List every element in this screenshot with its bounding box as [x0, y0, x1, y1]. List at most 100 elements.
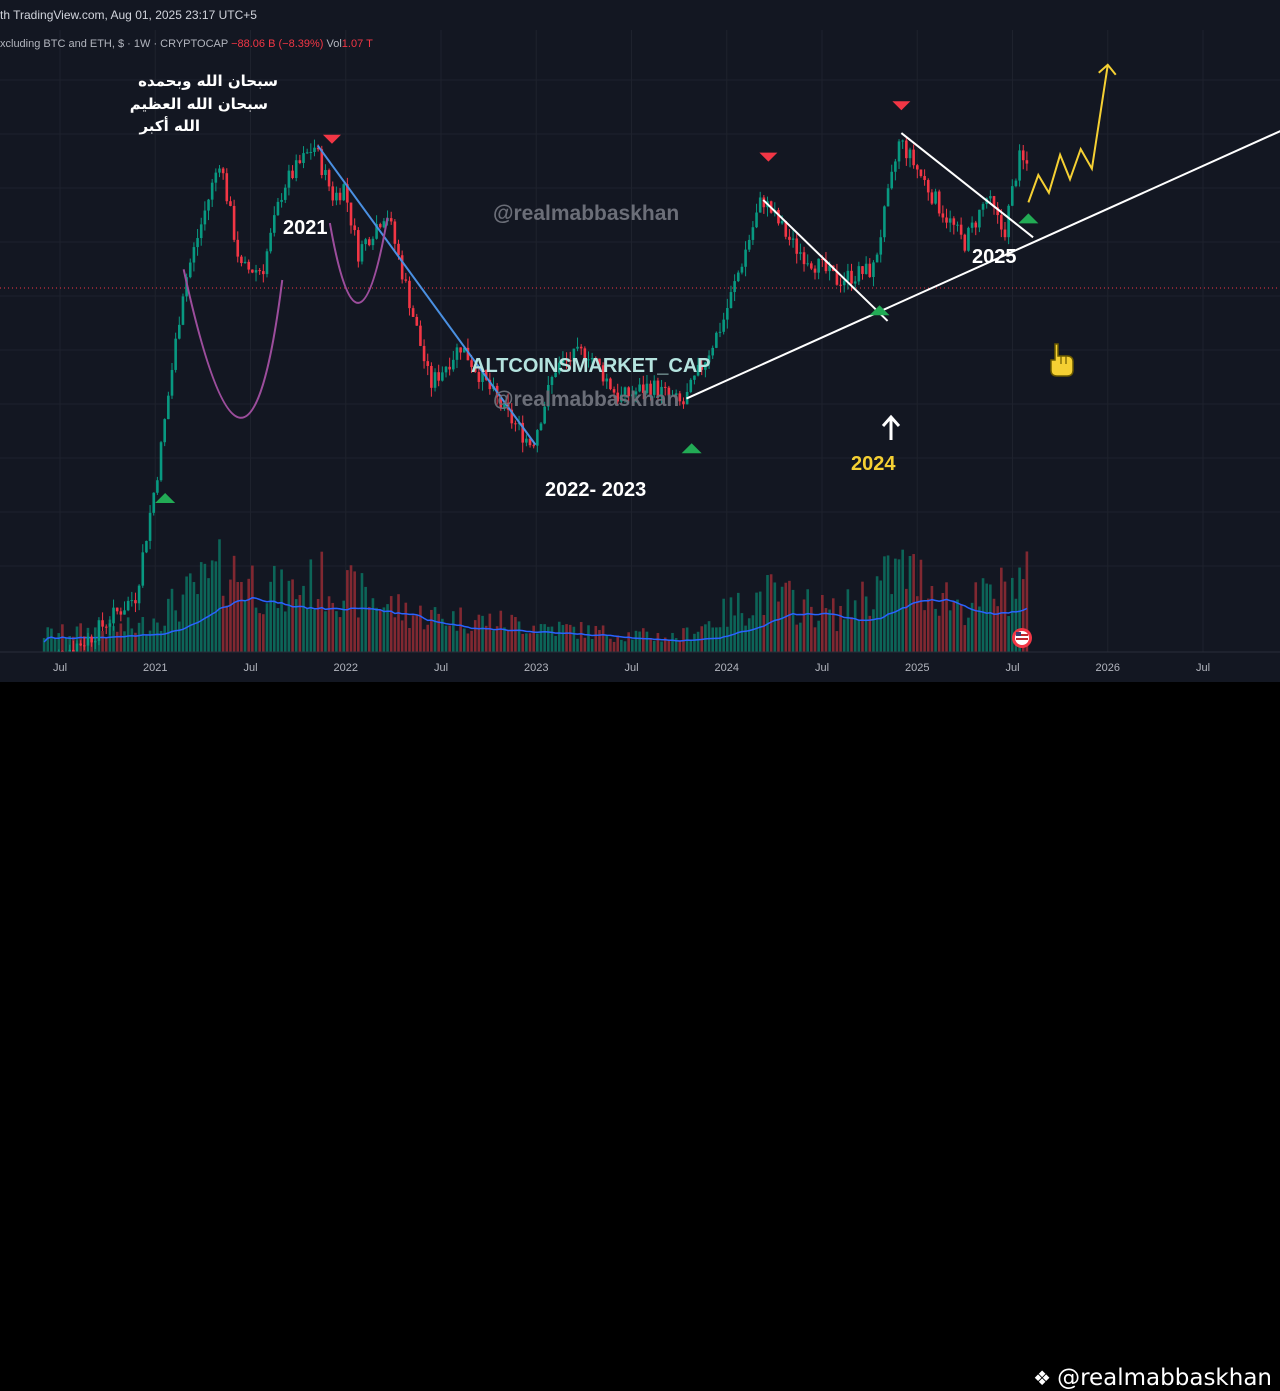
candle-body: [108, 623, 112, 627]
candle-body: [824, 259, 828, 272]
volume-bar: [61, 624, 64, 652]
volume-bar: [1003, 581, 1007, 652]
candle-body: [126, 600, 130, 611]
candle-body: [941, 213, 945, 218]
chart-header-title: th TradingView.com, Aug 01, 2025 23:17 U…: [0, 8, 257, 22]
volume-bar: [342, 600, 346, 652]
candle-body: [528, 438, 532, 446]
volume-bar: [477, 614, 481, 652]
candle-body: [963, 234, 967, 251]
candle-body: [210, 182, 214, 200]
candle-body: [251, 269, 254, 273]
volume-bar: [842, 619, 846, 652]
volume-bar: [744, 625, 747, 652]
label-2022-2023: 2022- 2023: [545, 479, 646, 501]
altcoin-title-label: ALTCOINSMARKET_CAP: [471, 355, 711, 377]
volume-bar: [488, 613, 492, 652]
candle-body: [649, 383, 652, 395]
volume-bar: [276, 608, 280, 652]
down-marker-icon: [892, 101, 911, 111]
candle-body: [455, 347, 459, 360]
candle-body: [901, 140, 904, 142]
arabic-text-line-1: سبحان الله وبحمده: [138, 72, 278, 90]
candle-body: [835, 271, 839, 285]
candle-body: [148, 512, 152, 541]
symbol-legend: xcluding BTC and ETH, $ · 1W · CRYPTOCAP…: [0, 38, 373, 50]
volume-bar: [309, 559, 313, 652]
candle-body: [389, 218, 393, 222]
candle-body: [1018, 150, 1021, 181]
time-axis-label: Jul: [1196, 662, 1210, 674]
candle-body: [729, 292, 733, 309]
candle-body: [178, 324, 181, 339]
candle-body: [996, 207, 999, 216]
candle-body: [784, 221, 788, 237]
volume-bar: [364, 586, 367, 652]
volume-bar: [605, 635, 609, 652]
volume-bar: [466, 633, 470, 652]
cup-curve-1: [182, 269, 284, 419]
candle-body: [799, 252, 802, 254]
candle-body: [758, 197, 762, 213]
candle-body: [473, 367, 477, 373]
candle-body: [349, 202, 353, 226]
candle-body: [557, 362, 561, 373]
volume-bar: [104, 637, 108, 652]
candle-body: [214, 172, 218, 183]
candle-body: [536, 430, 539, 446]
candle-body: [415, 316, 419, 326]
volume-bar: [492, 630, 495, 652]
time-axis-label: Jul: [434, 662, 448, 674]
candle-body: [1010, 186, 1014, 206]
volume-bar: [188, 573, 192, 652]
volume-bar: [357, 617, 360, 652]
candle-body: [992, 196, 996, 208]
down-marker-icon: [759, 152, 778, 162]
candle-body: [525, 438, 528, 443]
candle-body: [912, 149, 915, 166]
volume-bar: [579, 622, 583, 652]
candle-body: [371, 238, 375, 246]
volume-bar: [638, 631, 641, 652]
candle-body: [181, 296, 185, 325]
candle-body: [97, 620, 101, 641]
volume-label: Vol: [326, 38, 342, 50]
candle-body: [605, 378, 609, 382]
volume-bar: [758, 591, 762, 652]
candle-body: [156, 480, 159, 493]
candle-body: [470, 360, 473, 368]
candle-body: [331, 186, 335, 201]
candle-body: [813, 268, 817, 273]
volume-bar: [678, 641, 682, 652]
volume-bar: [711, 627, 715, 652]
candle-body: [1007, 205, 1010, 238]
volume-bar: [561, 625, 565, 652]
volume-bar: [963, 625, 967, 652]
candle-body: [101, 620, 104, 627]
candle-body: [411, 308, 415, 317]
candle-body: [967, 227, 970, 251]
candle-body: [532, 445, 535, 447]
candle-body: [327, 170, 331, 187]
chart-area[interactable]: Jul 2021 Jul 2022 Jul 2023 Jul 2024 Jul 2025 Jul 20…: [0, 30, 1280, 682]
trendline-support: [686, 130, 1280, 400]
candle-body: [934, 191, 937, 204]
volume-bar: [751, 615, 755, 652]
volume-bar: [1018, 567, 1021, 652]
volume-bar: [981, 578, 985, 652]
candle-body: [375, 224, 378, 239]
candle-body: [864, 263, 868, 274]
candle-body: [726, 308, 729, 320]
volume-bar: [543, 624, 546, 652]
candle-body: [704, 362, 707, 370]
volume-bar: [872, 609, 875, 652]
volume-bar: [645, 631, 649, 652]
candle-body: [791, 238, 795, 240]
candle-body: [397, 243, 400, 256]
us-flag-icon: [1012, 628, 1032, 648]
volume-bar: [159, 630, 163, 652]
volume-bar: [868, 615, 872, 652]
candle-body: [272, 215, 276, 233]
footer-watermark-text: @realmabbaskhan: [1057, 1365, 1272, 1391]
volume-bars: [42, 539, 1029, 652]
